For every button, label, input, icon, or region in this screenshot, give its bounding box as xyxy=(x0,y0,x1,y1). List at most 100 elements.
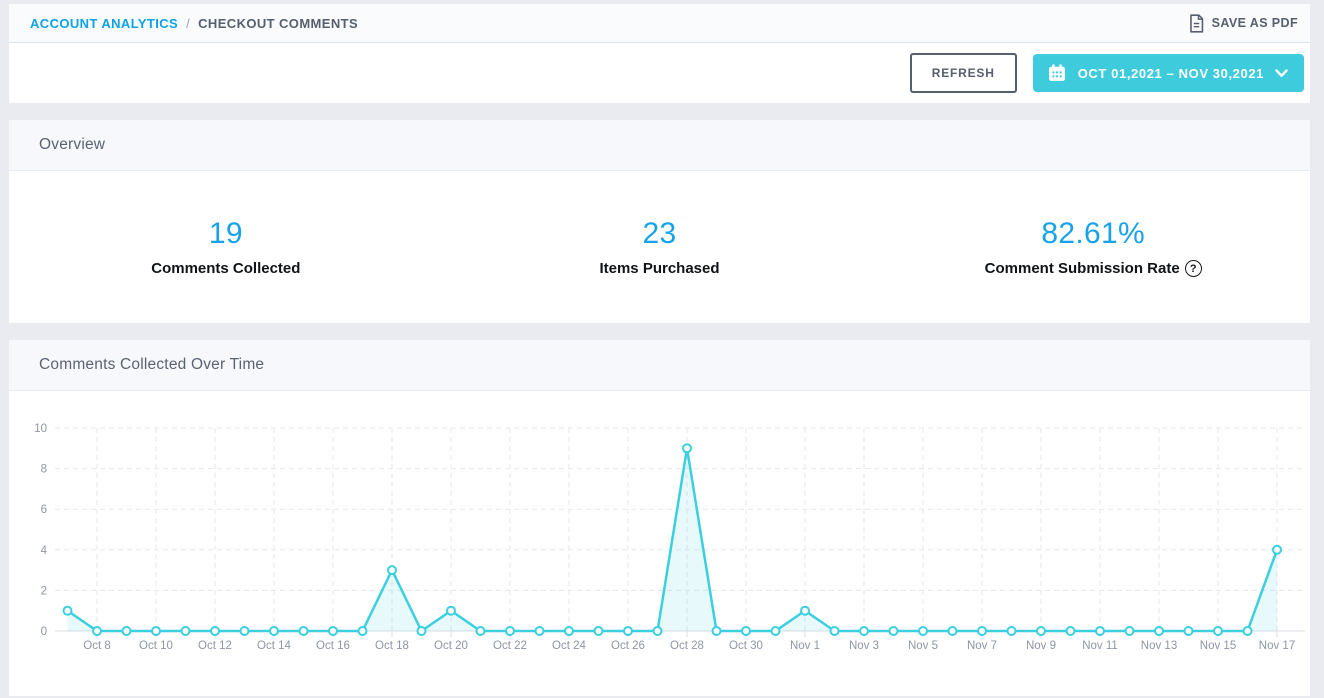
date-range-picker[interactable]: OCT 01,2021 – NOV 30,2021 xyxy=(1032,54,1304,92)
data-point[interactable] xyxy=(446,605,456,616)
refresh-button[interactable]: REFRESH xyxy=(909,53,1017,93)
x-axis-tick-label: Oct 24 xyxy=(552,640,586,652)
overview-stats: 19 Comments Collected 23 Items Purchased… xyxy=(9,171,1310,323)
document-icon xyxy=(1188,13,1205,33)
stat-comments-collected: 19 Comments Collected xyxy=(9,217,443,277)
x-axis-tick-label: Nov 3 xyxy=(849,640,879,652)
data-point[interactable] xyxy=(1036,626,1046,636)
data-point[interactable] xyxy=(888,626,899,636)
data-point[interactable] xyxy=(623,626,633,636)
x-axis-tick-label: Nov 5 xyxy=(908,640,938,652)
y-axis-tick-label: 4 xyxy=(41,545,48,557)
data-point[interactable] xyxy=(151,626,161,636)
x-axis-tick-label: Oct 30 xyxy=(729,640,763,652)
data-point[interactable] xyxy=(121,626,132,636)
overview-panel: Overview 19 Comments Collected 23 Items … xyxy=(9,120,1310,323)
x-axis-tick-label: Nov 15 xyxy=(1200,640,1236,652)
data-point[interactable] xyxy=(977,626,987,636)
stat-value: 82.61% xyxy=(1041,217,1145,250)
x-axis-tick-label: Nov 13 xyxy=(1141,640,1177,652)
breadcrumb-account-analytics[interactable]: ACCOUNT ANALYTICS xyxy=(30,15,179,31)
series-area xyxy=(67,448,1277,631)
data-point[interactable] xyxy=(800,605,810,616)
save-as-pdf-button[interactable]: SAVE AS PDF xyxy=(1188,13,1298,33)
data-point[interactable] xyxy=(62,605,73,616)
breadcrumb-checkout-comments: CHECKOUT COMMENTS xyxy=(198,15,359,31)
x-axis-tick-label: Oct 10 xyxy=(139,640,173,652)
toolbar: REFRESH OCT 01,2021 – NOV 30,2021 xyxy=(9,43,1310,103)
data-point[interactable] xyxy=(918,626,928,636)
x-axis-tick-label: Oct 16 xyxy=(316,640,350,652)
stat-label-text: Comment Submission Rate xyxy=(984,260,1180,277)
x-axis-tick-label: Oct 20 xyxy=(434,640,468,652)
breadcrumb-bar: ACCOUNT ANALYTICS / CHECKOUT COMMENTS SA… xyxy=(9,4,1310,43)
data-point[interactable] xyxy=(416,626,427,636)
x-axis-tick-label: Oct 8 xyxy=(83,640,110,652)
x-axis-tick-label: Oct 26 xyxy=(611,640,645,652)
stat-value: 23 xyxy=(642,217,677,250)
save-as-pdf-label: SAVE AS PDF xyxy=(1211,16,1298,30)
data-point[interactable] xyxy=(711,626,722,636)
y-axis-tick-label: 10 xyxy=(34,423,47,435)
data-point[interactable] xyxy=(593,626,604,636)
stat-label: Comments Collected xyxy=(151,260,301,277)
chevron-down-icon xyxy=(1275,68,1288,78)
data-point[interactable] xyxy=(505,626,515,636)
data-point[interactable] xyxy=(357,626,368,636)
data-point[interactable] xyxy=(1006,626,1017,636)
breadcrumb: ACCOUNT ANALYTICS / CHECKOUT COMMENTS xyxy=(30,16,358,31)
help-icon[interactable]: ? xyxy=(1184,260,1202,277)
data-point[interactable] xyxy=(534,626,545,636)
data-point[interactable] xyxy=(741,626,751,636)
data-point[interactable] xyxy=(682,443,692,454)
data-point[interactable] xyxy=(1065,626,1076,636)
stat-label: Comment Submission Rate ? xyxy=(985,260,1202,277)
data-point[interactable] xyxy=(1242,626,1253,636)
data-point[interactable] xyxy=(564,626,574,636)
data-point[interactable] xyxy=(1213,626,1223,636)
data-point[interactable] xyxy=(1154,626,1164,636)
chart-body: 0 2 4 6 8 10 Oct 8 Oct 10 Oct 12 Oct 14 Oct 16 Oct … xyxy=(9,391,1310,696)
chart-section-title: Comments Collected Over Time xyxy=(9,340,1310,391)
x-axis-tick-label: Nov 17 xyxy=(1259,640,1295,652)
x-axis-tick-label: Nov 11 xyxy=(1082,640,1118,652)
data-point[interactable] xyxy=(1095,626,1105,636)
x-axis-tick-label: Oct 18 xyxy=(375,640,409,652)
breadcrumb-separator: / xyxy=(186,15,191,31)
stat-value: 19 xyxy=(208,217,243,250)
data-point[interactable] xyxy=(210,626,220,636)
data-point[interactable] xyxy=(475,626,486,636)
data-point[interactable] xyxy=(652,626,663,636)
x-axis-tick-label: Oct 12 xyxy=(198,640,232,652)
data-point[interactable] xyxy=(239,626,250,636)
data-point[interactable] xyxy=(269,626,279,636)
data-point[interactable] xyxy=(328,626,338,636)
data-point[interactable] xyxy=(180,626,191,636)
data-point[interactable] xyxy=(387,565,397,576)
chart-panel: Comments Collected Over Time 0 2 4 6 8 10 Oct … xyxy=(9,340,1310,696)
comments-line-chart: 0 2 4 6 8 10 Oct 8 Oct 10 Oct 12 Oct 14 Oct 16 Oct … xyxy=(34,423,1305,652)
data-point[interactable] xyxy=(298,626,309,636)
calendar-icon xyxy=(1047,63,1067,83)
stat-items-purchased: 23 Items Purchased xyxy=(443,217,877,277)
data-point[interactable] xyxy=(1183,626,1194,636)
y-axis-tick-label: 2 xyxy=(41,585,47,597)
data-point[interactable] xyxy=(859,626,869,636)
y-axis-tick-label: 0 xyxy=(41,626,47,638)
y-axis-tick-label: 8 xyxy=(41,464,47,476)
x-axis-tick-label: Nov 7 xyxy=(967,640,997,652)
data-point[interactable] xyxy=(829,626,840,636)
x-axis-tick-label: Oct 14 xyxy=(257,640,291,652)
data-point[interactable] xyxy=(1124,626,1135,636)
x-axis-tick-label: Nov 1 xyxy=(790,640,820,652)
date-range-label: OCT 01,2021 – NOV 30,2021 xyxy=(1077,65,1264,81)
data-point[interactable] xyxy=(92,626,102,636)
x-axis-tick-label: Oct 22 xyxy=(493,640,527,652)
x-axis-tick-label: Nov 9 xyxy=(1026,640,1056,652)
x-axis-tick-label: Oct 28 xyxy=(670,640,704,652)
data-point[interactable] xyxy=(770,626,781,636)
data-point[interactable] xyxy=(1272,544,1282,555)
data-point[interactable] xyxy=(947,626,958,636)
y-axis-tick-label: 6 xyxy=(41,504,47,516)
